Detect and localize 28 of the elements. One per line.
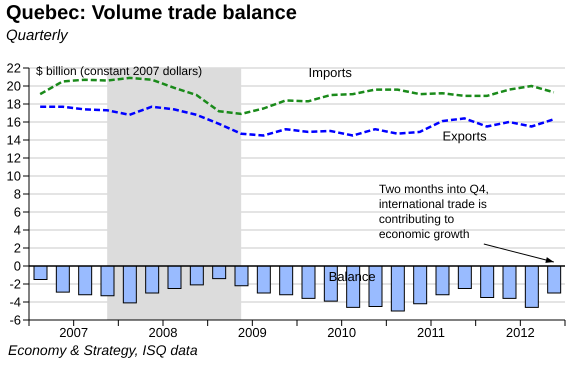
series-label: Imports — [308, 65, 352, 80]
x-tick-label: 2010 — [327, 325, 356, 340]
chart-title: Quebec: Volume trade balance — [6, 2, 297, 25]
text: Economy & Strategy, ISQ data — [8, 342, 198, 358]
y-tick-label: -2 — [9, 276, 21, 292]
x-tick-label: 2011 — [417, 325, 445, 340]
y-tick-label: 12 — [6, 150, 21, 166]
x-tick-label: 2008 — [148, 325, 178, 340]
y-tick-label: 16 — [6, 114, 21, 130]
y-tick-label: 0 — [14, 258, 21, 274]
annotation: Two months into Q4, international trade is contributing to economic growth — [378, 182, 490, 242]
x-tick-label: 2012 — [506, 325, 535, 340]
x-tick-label: 2007 — [59, 325, 88, 340]
y-axis-title: $ billion (constant 2007 dollars) — [36, 64, 202, 78]
series-label: Exports — [442, 128, 488, 144]
y-tick-label: 10 — [6, 168, 21, 184]
y-tick-label: 22 — [6, 60, 21, 76]
y-tick-label: -6 — [9, 312, 21, 328]
x-tick-label: 2009 — [238, 325, 267, 340]
y-tick-label: 2 — [14, 240, 21, 256]
y-tick-label: 6 — [14, 204, 21, 220]
y-tick-label: 8 — [14, 186, 21, 202]
y-tick-label: 20 — [6, 78, 21, 94]
chart-subtitle: Quarterly — [6, 27, 68, 44]
y-tick-label: 14 — [6, 132, 21, 148]
y-tick-label: 4 — [14, 222, 21, 238]
y-tick-label: -4 — [9, 294, 21, 310]
y-tick-label: 18 — [6, 96, 21, 112]
